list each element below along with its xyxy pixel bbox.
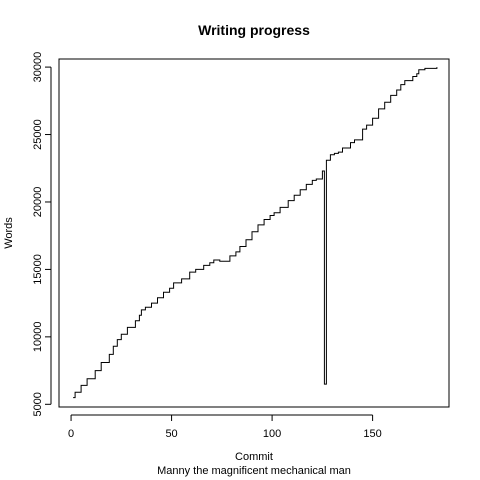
x-tick-label: 100 [263, 428, 281, 440]
y-tick-label: 25000 [32, 119, 44, 150]
x-tick-label: 50 [165, 428, 177, 440]
x-tick-label: 0 [68, 428, 74, 440]
y-tick-label: 15000 [32, 254, 44, 285]
x-axis-title: Commit [235, 451, 273, 463]
chart-title: Writing progress [198, 22, 310, 38]
y-axis-title: Words [3, 217, 15, 249]
series-line-words [73, 67, 438, 399]
chart-subtitle: Manny the magnificent mechanical man [157, 465, 351, 477]
x-tick-label: 150 [363, 428, 381, 440]
y-tick-label: 5000 [32, 392, 44, 416]
x-axis: 0 50 100 150 [68, 414, 382, 440]
y-tick-label: 30000 [32, 52, 44, 83]
y-axis: 5000 10000 15000 20000 25000 30000 [32, 52, 52, 417]
y-tick-label: 10000 [32, 322, 44, 353]
y-tick-label: 20000 [32, 187, 44, 218]
plot-frame [58, 58, 450, 408]
